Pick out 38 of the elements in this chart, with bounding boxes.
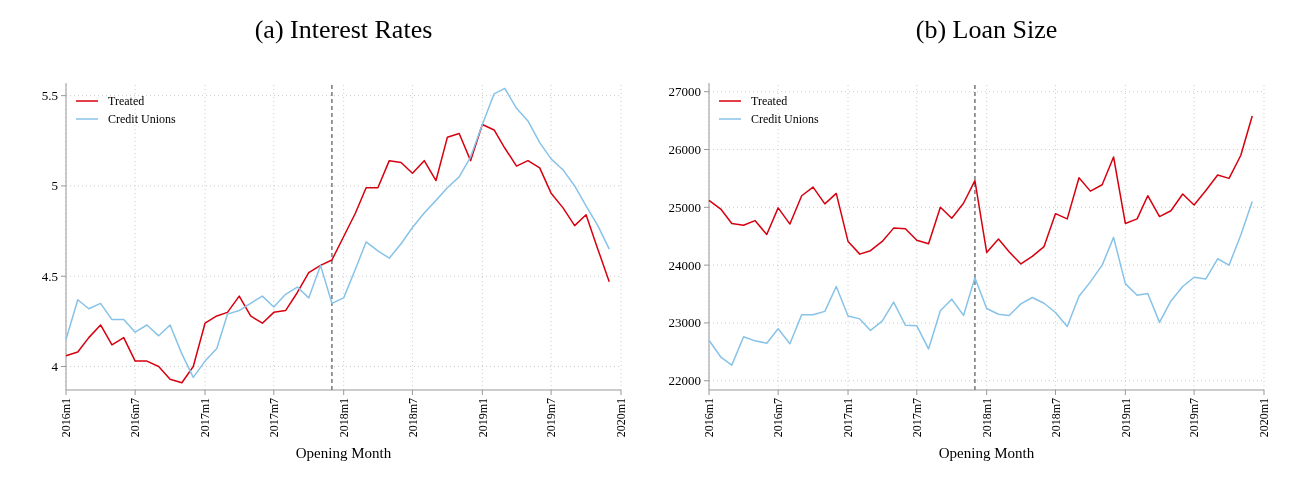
legend-label: Treated [751,94,788,109]
x-tick-label: 2017m1 [841,398,856,438]
y-tick-label: 24000 [668,257,701,273]
x-tick-label: 2018m1 [979,398,994,438]
x-tick-label: 2019m1 [475,398,490,438]
line-series [708,200,1253,366]
y-tick-label: 5 [51,178,58,194]
y-tick-label: 4.5 [41,268,58,284]
x-tick-label: 2016m1 [702,398,717,438]
x-tick-label: 2017m7 [909,398,924,438]
x-tick-label: 2020m1 [1257,398,1272,438]
x-tick-label: 2016m1 [59,398,74,438]
line-series [708,115,1253,265]
legend-label: Treated [108,94,145,109]
x-tick-label: 2018m7 [1048,398,1063,438]
y-tick-label: 25000 [668,199,701,215]
x-tick-label: 2018m1 [336,398,351,438]
y-tick-label: 27000 [668,84,701,100]
chart-title: (b) Loan Size [915,15,1058,44]
y-tick-label: 4 [51,359,59,375]
x-tick-label: 2017m1 [198,398,213,438]
legend-label: Credit Unions [751,112,819,127]
y-tick-label: 23000 [668,315,701,331]
x-axis-title: Opening Month [938,445,1035,461]
legend-label: Credit Unions [108,112,176,127]
x-tick-label: 2016m7 [771,398,786,438]
x-tick-label: 2019m7 [544,398,559,438]
x-tick-label: 2016m7 [128,398,143,438]
y-tick-label: 5.5 [41,88,58,104]
x-tick-label: 2017m7 [266,398,281,438]
x-tick-label: 2018m7 [405,398,420,438]
x-tick-label: 2019m1 [1118,398,1133,438]
chart-title: (a) Interest Rates [254,15,433,44]
x-axis-title: Opening Month [295,445,392,461]
y-tick-label: 26000 [668,142,701,158]
x-tick-label: 2020m1 [614,398,629,438]
y-tick-label: 22000 [668,373,701,389]
x-tick-label: 2019m7 [1187,398,1202,438]
